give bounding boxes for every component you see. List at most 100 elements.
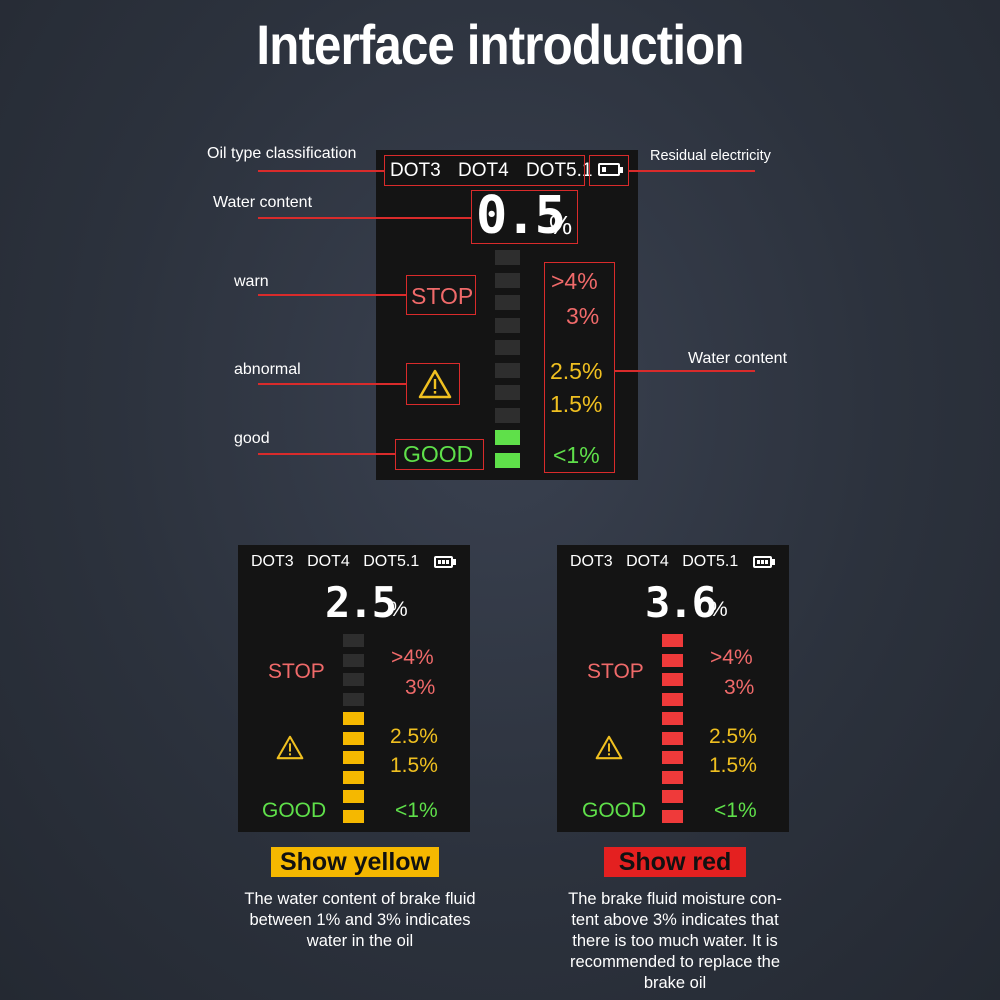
yellow-display	[238, 545, 470, 832]
red-desc-line: recommended to replace the	[569, 953, 781, 971]
callout-line-water-left	[258, 217, 471, 219]
yellow-bar-segment	[343, 712, 364, 725]
oil-type-row: DOT3 DOT4 DOT5.1	[390, 160, 592, 182]
yellow-bar-segment	[343, 809, 364, 823]
red-description: The brake fluid moisture con- tent above…	[535, 889, 815, 994]
main-bar-segment	[495, 385, 520, 400]
yellow-scale-3: 3%	[405, 676, 436, 699]
yellow-description: The water content of brake fluid between…	[214, 889, 506, 952]
water-unit: %	[549, 210, 573, 240]
red-bar-segment	[662, 731, 683, 745]
water-value: 0.5	[476, 186, 566, 246]
callout-line-warn	[258, 294, 406, 296]
yellow-water-unit: %	[389, 598, 408, 621]
scale-3: 3%	[566, 303, 600, 329]
main-bar-segment	[495, 250, 520, 265]
red-desc-line: The brake fluid moisture con-	[568, 890, 782, 908]
red-scale-3: 3%	[724, 676, 755, 699]
red-bar-segment	[662, 673, 683, 686]
red-tag-label: Show red	[618, 848, 732, 876]
yellow-scale-gt4: >4%	[391, 646, 434, 669]
warning-icon	[418, 369, 452, 399]
scale-highlight	[544, 262, 615, 473]
scale-15: 1.5%	[550, 391, 603, 417]
callout-line-good	[258, 453, 395, 455]
scale-25: 2.5%	[550, 358, 603, 384]
yellow-good-label: GOOD	[262, 799, 327, 822]
stop-highlight	[406, 275, 476, 315]
main-bar-segment	[495, 452, 520, 468]
red-scale-gt4: >4%	[710, 646, 753, 669]
main-bar-segment	[495, 317, 520, 333]
callout-line-battery	[629, 170, 755, 172]
red-display	[557, 545, 789, 832]
callout-line-oil	[258, 170, 384, 172]
main-bar-segment	[495, 295, 520, 310]
red-scale-25: 2.5%	[709, 725, 757, 748]
main-display	[376, 150, 638, 480]
yellow-battery-icon	[434, 556, 453, 568]
yellow-bar-segment	[343, 692, 364, 706]
red-water-value: 3.6	[645, 578, 717, 627]
yellow-scale-lt1: <1%	[395, 799, 438, 822]
red-battery-icon	[753, 556, 772, 568]
yellow-oil-dot3: DOT3	[251, 553, 294, 570]
red-scale-lt1: <1%	[714, 799, 757, 822]
red-oil-dot3: DOT3	[570, 553, 613, 570]
battery-highlight	[589, 155, 629, 186]
scale-lt1: <1%	[553, 442, 600, 468]
red-scale-15: 1.5%	[709, 754, 757, 777]
main-bar-segment	[495, 430, 520, 445]
abnormal-highlight	[406, 363, 460, 405]
red-desc-line: brake oil	[643, 974, 707, 992]
callout-line-water-right	[615, 370, 755, 372]
callout-water-right: Water content	[688, 350, 788, 367]
callout-abnormal: abnormal	[234, 361, 301, 378]
battery-icon	[598, 163, 620, 176]
red-stop-label: STOP	[587, 660, 644, 683]
yellow-bar-segment	[343, 731, 364, 745]
yellow-scale-25: 2.5%	[390, 725, 438, 748]
red-desc-line: tent above 3% indicates that	[571, 911, 779, 929]
main-bar-segment	[495, 362, 520, 378]
red-bar-segment	[662, 790, 683, 803]
yellow-water-value: 2.5	[325, 578, 397, 627]
red-bar-segment	[662, 692, 683, 706]
yellow-oil-dot51: DOT5.1	[363, 553, 420, 570]
yellow-desc-line: water in the oil	[306, 932, 414, 950]
callout-good: good	[234, 430, 270, 447]
oil-type-highlight	[384, 155, 585, 186]
yellow-bar-segment	[343, 751, 364, 764]
yellow-tag-label: Show yellow	[279, 848, 431, 876]
yellow-bar-segment	[343, 790, 364, 803]
main-bar-segment	[495, 407, 520, 423]
callout-water-left: Water content	[213, 194, 313, 211]
yellow-warning-icon	[276, 735, 304, 760]
page-title: Interface introduction	[256, 13, 744, 76]
main-bar-segment	[495, 272, 520, 288]
stop-label: STOP	[411, 283, 474, 309]
yellow-bar-segment	[343, 634, 364, 647]
red-good-label: GOOD	[582, 799, 647, 822]
red-bar-segment	[662, 634, 683, 647]
oil-type-dot3: DOT3	[390, 160, 441, 181]
yellow-bar-segment	[343, 770, 364, 784]
callout-warn: warn	[234, 273, 269, 290]
yellow-bar-segment	[343, 673, 364, 686]
yellow-desc-line: The water content of brake fluid	[244, 890, 476, 908]
red-warning-icon	[595, 735, 623, 760]
yellow-tag: Show yellow	[271, 847, 439, 877]
yellow-bar-segment	[343, 653, 364, 667]
red-oil-types: DOT3 DOT4 DOT5.1	[570, 553, 738, 571]
red-bar-segment	[662, 751, 683, 764]
red-bar-segment	[662, 653, 683, 667]
yellow-stop-label: STOP	[268, 660, 325, 683]
red-bar-segment	[662, 770, 683, 784]
callout-oil-type: Oil type classification	[207, 145, 357, 162]
yellow-scale-15: 1.5%	[390, 754, 438, 777]
yellow-desc-line: between 1% and 3% indicates	[249, 911, 471, 929]
good-highlight	[395, 439, 484, 470]
yellow-oil-dot4: DOT4	[307, 553, 350, 570]
oil-type-dot4: DOT4	[457, 160, 509, 181]
yellow-oil-types: DOT3 DOT4 DOT5.1	[251, 553, 419, 571]
